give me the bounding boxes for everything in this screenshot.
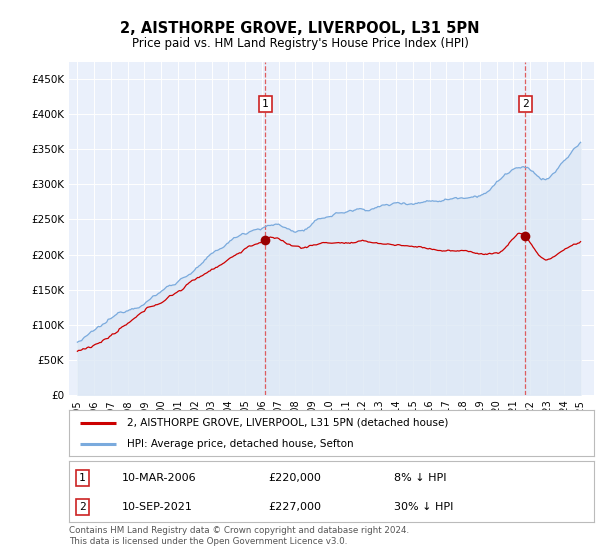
Text: Price paid vs. HM Land Registry's House Price Index (HPI): Price paid vs. HM Land Registry's House … [131,37,469,50]
Text: 8% ↓ HPI: 8% ↓ HPI [395,473,447,483]
Text: 2, AISTHORPE GROVE, LIVERPOOL, L31 5PN (detached house): 2, AISTHORPE GROVE, LIVERPOOL, L31 5PN (… [127,418,448,428]
Text: Contains HM Land Registry data © Crown copyright and database right 2024.
This d: Contains HM Land Registry data © Crown c… [69,526,409,546]
Text: HPI: Average price, detached house, Sefton: HPI: Average price, detached house, Seft… [127,439,353,449]
Text: 2: 2 [79,502,86,512]
Text: £220,000: £220,000 [269,473,322,483]
Text: 10-MAR-2006: 10-MAR-2006 [121,473,196,483]
Text: 1: 1 [79,473,86,483]
Text: 30% ↓ HPI: 30% ↓ HPI [395,502,454,512]
Text: 2, AISTHORPE GROVE, LIVERPOOL, L31 5PN: 2, AISTHORPE GROVE, LIVERPOOL, L31 5PN [120,21,480,36]
Text: £227,000: £227,000 [269,502,322,512]
Text: 1: 1 [262,99,268,109]
Text: 10-SEP-2021: 10-SEP-2021 [121,502,193,512]
Text: 2: 2 [521,99,529,109]
